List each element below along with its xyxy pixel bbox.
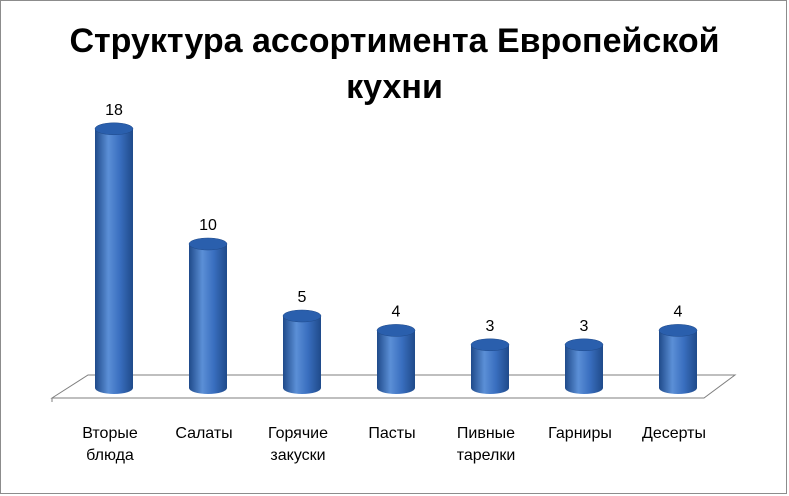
bar-top	[188, 237, 228, 251]
bar-body	[283, 316, 321, 394]
bar-body	[189, 244, 227, 394]
bar-body	[377, 330, 415, 394]
data-label: 3	[580, 318, 589, 335]
category-label: Горячие закуски	[268, 425, 328, 464]
data-label: 3	[486, 318, 495, 335]
category-label: Пивные тарелки	[457, 425, 516, 464]
chart-bar	[564, 338, 604, 394]
bar-body	[95, 128, 133, 395]
bar-top	[564, 338, 604, 352]
bar-top	[94, 122, 134, 136]
bar-body	[471, 344, 509, 394]
chart-bar	[188, 237, 228, 394]
data-label: 10	[199, 217, 217, 234]
chart-bar	[658, 324, 698, 394]
bar-top	[470, 338, 510, 352]
data-label: 4	[392, 303, 401, 320]
data-label: 4	[674, 303, 683, 320]
category-label: Гарниры	[548, 425, 612, 442]
category-label: Пасты	[368, 425, 415, 442]
bar-body	[565, 344, 603, 394]
category-label: Вторые блюда	[82, 425, 138, 464]
chart-title: Структура ассортимента Европейской кухни	[69, 22, 720, 106]
chart-bar	[376, 324, 416, 394]
chart-floor	[50, 374, 737, 399]
chart-bar	[94, 122, 134, 395]
bar-top	[658, 324, 698, 337]
bar-top	[376, 324, 416, 337]
data-label: 18	[105, 102, 123, 119]
data-label: 5	[298, 289, 307, 306]
chart-bar	[282, 309, 322, 394]
category-label: Десерты	[642, 425, 706, 442]
bar-top	[282, 309, 322, 323]
category-label: Салаты	[175, 425, 232, 442]
chart-bar	[470, 338, 510, 394]
bar-body	[659, 330, 697, 394]
